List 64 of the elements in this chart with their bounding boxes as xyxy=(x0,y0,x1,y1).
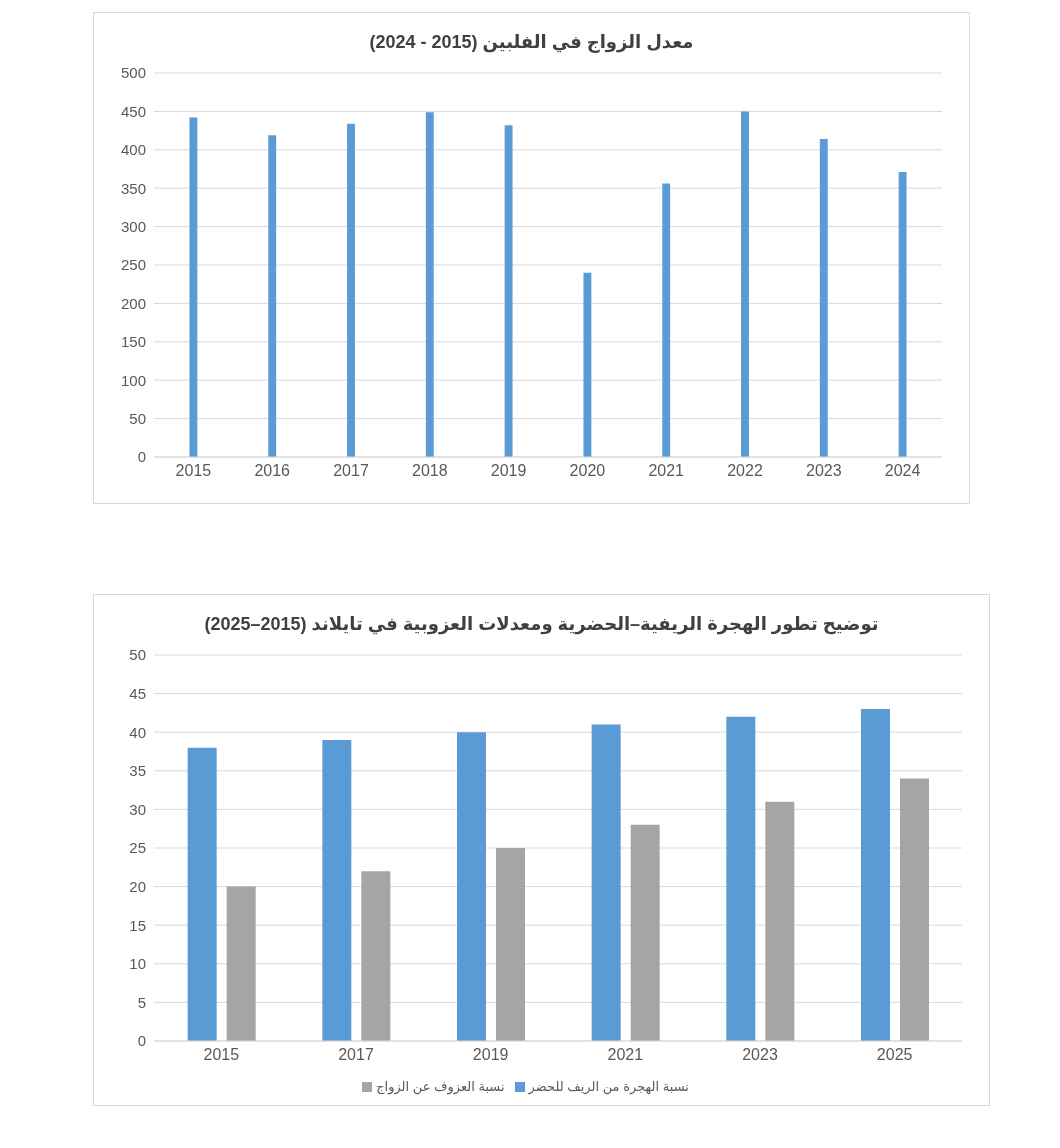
x-tick-label: 2015 xyxy=(203,1046,240,1064)
bar xyxy=(322,739,352,1041)
bar xyxy=(591,724,621,1041)
bar xyxy=(861,709,890,1041)
x-tick-label: 2016 xyxy=(254,462,291,480)
y-tick-label: 350 xyxy=(120,179,146,197)
y-tick-label: 100 xyxy=(120,371,146,389)
bar xyxy=(347,123,355,457)
bar xyxy=(425,112,434,457)
bar xyxy=(457,732,486,1041)
y-tick-label: 20 xyxy=(129,877,146,895)
y-tick-label: 250 xyxy=(120,256,146,274)
y-tick-label: 300 xyxy=(120,217,146,235)
y-tick-label: 450 xyxy=(120,102,146,120)
x-tick-label: 2023 xyxy=(742,1046,778,1064)
y-tick-label: 150 xyxy=(120,333,146,351)
x-tick-label: 2025 xyxy=(876,1046,913,1064)
chart-title: توضيح تطور الهجرة الريفية–الحضرية ومعدلات العزوبية في تايلاند (2015–2025) xyxy=(203,613,880,635)
x-tick-label: 2015 xyxy=(175,462,212,480)
y-tick-label: 25 xyxy=(129,839,146,857)
y-tick-label: 500 xyxy=(120,64,146,82)
x-tick-label: 2022 xyxy=(727,462,763,480)
y-tick-label: 200 xyxy=(120,294,146,312)
x-tick-label: 2023 xyxy=(806,462,842,480)
x-tick-label: 2019 xyxy=(490,462,527,480)
bar xyxy=(504,125,513,457)
bar xyxy=(819,139,828,457)
y-tick-label: 40 xyxy=(129,723,146,741)
x-tick-label: 2020 xyxy=(569,462,606,480)
legend-label: نسبة العزوف عن الزواج xyxy=(376,1079,505,1094)
x-tick-label: 2021 xyxy=(607,1046,644,1064)
bar xyxy=(741,111,749,457)
y-tick-label: 35 xyxy=(129,762,146,780)
bar xyxy=(726,716,756,1041)
x-tick-label: 2017 xyxy=(333,462,369,480)
y-tick-label: 50 xyxy=(129,646,146,664)
y-tick-label: 30 xyxy=(129,800,146,818)
bar xyxy=(900,778,929,1041)
y-tick-label: 400 xyxy=(120,141,146,159)
bar xyxy=(583,272,592,457)
bar xyxy=(189,117,198,457)
chart-title: معدل الزواج في الفلبين (2015 - 2024) xyxy=(368,31,695,53)
bar xyxy=(765,801,795,1041)
y-tick-label: 15 xyxy=(129,916,146,934)
bar xyxy=(268,135,277,457)
x-tick-label: 2018 xyxy=(412,462,448,480)
y-tick-label: 50 xyxy=(129,409,146,427)
bar xyxy=(361,871,391,1041)
y-tick-label: 5 xyxy=(137,993,146,1011)
bar xyxy=(630,824,660,1041)
x-tick-label: 2019 xyxy=(472,1046,509,1064)
y-tick-label: 10 xyxy=(129,955,146,973)
x-tick-label: 2017 xyxy=(338,1046,374,1064)
y-tick-label: 0 xyxy=(137,1032,146,1050)
bar xyxy=(662,183,671,457)
legend-label: نسبة الهجرة من الريف للحضر xyxy=(528,1079,689,1094)
bar xyxy=(187,747,217,1041)
x-tick-label: 2024 xyxy=(884,462,921,480)
bar xyxy=(226,886,256,1041)
y-tick-label: 45 xyxy=(129,684,146,702)
bar xyxy=(898,172,907,457)
x-tick-label: 2021 xyxy=(648,462,685,480)
y-tick-label: 0 xyxy=(137,448,146,466)
bar xyxy=(496,848,525,1041)
